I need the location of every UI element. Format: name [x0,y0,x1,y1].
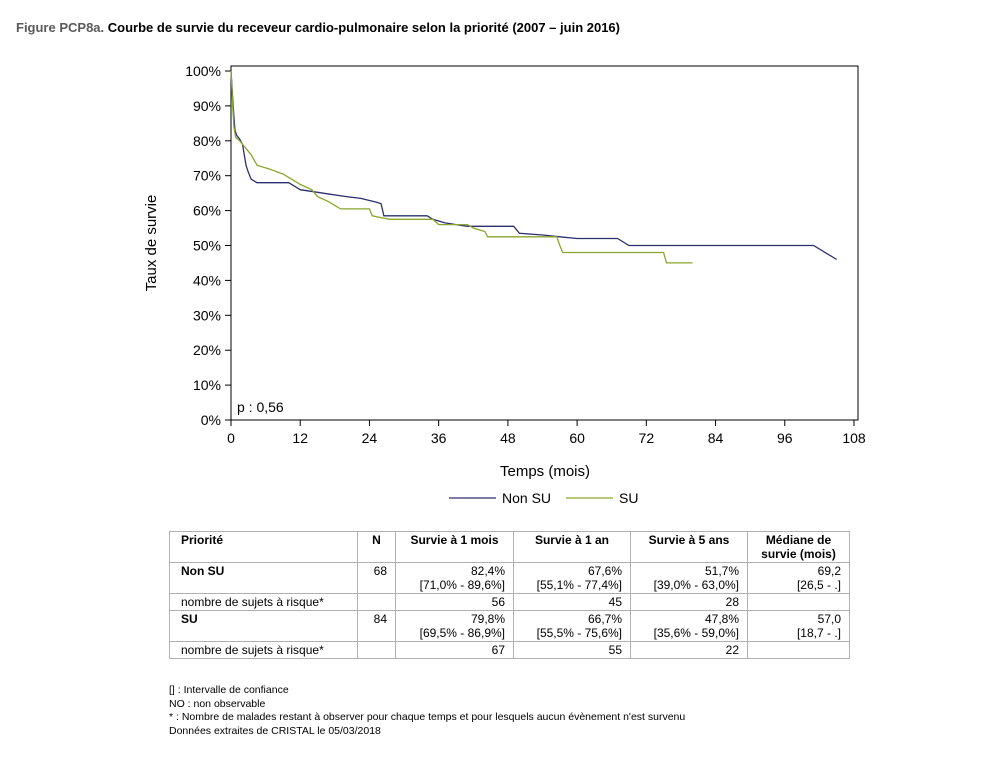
row-risk-5-years: 22 [630,641,748,659]
y-axis: 0% 10% 20% 30% 40% 50% 60% 70% 80% 90% 100% [185,63,231,428]
legend-label-non-su: Non SU [502,490,551,506]
y-axis-label: Taux de survie [143,195,160,292]
y-tick-label: 60% [193,203,221,219]
y-tick-label: 70% [193,168,221,184]
footnote: Données extraites de CRISTAL le 05/03/20… [169,724,381,737]
x-tick-label: 24 [362,430,378,446]
row-median-survival: 69,2 [26,5 - .] [747,562,850,594]
row-survival-1-month: 79,8% [69,5% - 86,9%] [395,610,514,642]
header-median-survival: Médiane de survie (mois) [747,531,850,563]
y-tick-label: 80% [193,133,221,149]
series-group [230,70,838,264]
row-risk-5-years: 28 [630,593,748,611]
row-survival-5-years: 47,8% [35,6% - 59,0%] [630,610,748,642]
footnote: [] : Intervalle de confiance [169,684,289,696]
row-priority: SU [169,610,358,642]
row-risk-1-year: 45 [513,593,631,611]
table-header-row: Priorité N Survie à 1 mois Survie à 1 an… [169,531,850,563]
x-tick-label: 96 [777,430,793,446]
x-tick-label: 84 [708,430,724,446]
y-tick-label: 0% [201,412,221,428]
table-row: SU 84 79,8% [69,5% - 86,9%] 66,7% [55,5% -… [169,610,850,642]
row-survival-1-month: 82,4% [71,0% - 89,6%] [395,562,514,594]
row-risk-1-month: 67 [395,641,514,659]
x-tick-label: 36 [431,430,447,446]
row-risk-1-month: 56 [395,593,514,611]
row-risk-1-year: 55 [513,641,631,659]
y-tick-label: 40% [193,272,221,288]
x-tick-label: 108 [842,430,866,446]
x-tick-label: 12 [292,430,308,446]
header-priority: Priorité [169,531,358,563]
plot-frame [230,65,859,421]
survival-table: Priorité N Survie à 1 mois Survie à 1 an… [169,531,850,659]
header-survival-1-month: Survie à 1 mois [395,531,514,563]
y-tick-label: 90% [193,98,221,114]
row-risk-label: nombre de sujets à risque* [169,593,358,611]
table-row-at-risk: nombre de sujets à risque* 67 55 22 [169,641,850,659]
row-n: 68 [357,562,396,594]
y-tick-label: 20% [193,342,221,358]
row-n: 84 [357,610,396,642]
row-risk-label: nombre de sujets à risque* [169,641,358,659]
x-tick-label: 48 [500,430,516,446]
header-survival-1-year: Survie à 1 an [513,531,631,563]
x-tick-label: 72 [639,430,655,446]
row-priority: Non SU [169,562,358,594]
x-axis: 0 12 24 36 48 60 72 84 96 108 [227,420,866,446]
row-survival-5-years: 51,7% [39,0% - 63,0%] [630,562,748,594]
figure-label: Figure PCP8a. [16,20,105,35]
footnote: * : Nombre de malades restant à observer… [169,711,686,724]
table-row: Non SU 68 82,4% [71,0% - 89,6%] 67,6% [55,… [169,562,850,594]
y-tick-label: 10% [193,377,221,393]
row-median-survival: 57,0 [18,7 - .] [747,610,850,642]
y-tick-label: 100% [185,63,221,79]
header-survival-5-years: Survie à 5 ans [630,531,748,563]
y-tick-label: 50% [193,238,221,254]
survival-chart: 0% 10% 20% 30% 40% 50% 60% 70% 80% 90% 100% 0 12 24 3… [143,63,866,506]
x-tick-label: 60 [569,430,585,446]
figure-title: Figure PCP8a. Courbe de survie du receve… [16,20,620,35]
footnote: NO : non observable [169,697,266,710]
footnotes: [] : Intervalle de confiance NO : non ob… [169,684,685,738]
row-survival-1-year: 66,7% [55,5% - 75,6%] [513,610,631,642]
x-axis-label: Temps (mois) [500,463,590,480]
y-tick-label: 30% [193,307,221,323]
legend: Non SU SU [449,490,638,506]
x-tick-label: 0 [227,430,235,446]
row-survival-1-year: 67,6% [55,1% - 77,4%] [513,562,631,594]
legend-label-su: SU [619,490,638,506]
p-value-annotation: p : 0,56 [237,399,284,415]
figure-title-text: Courbe de survie du receveur cardio-pulm… [107,20,620,35]
table-row-at-risk: nombre de sujets à risque* 56 45 28 [169,593,850,611]
series-line-su [230,70,693,264]
header-n: N [357,531,396,563]
series-line-non-su [230,70,838,261]
